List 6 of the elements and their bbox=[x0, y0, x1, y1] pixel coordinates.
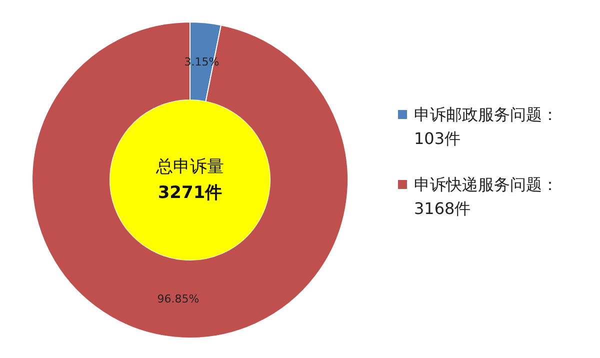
text: 3271件 bbox=[158, 183, 222, 203]
legend-label: 申诉邮政服务问题： 103件 bbox=[414, 105, 558, 148]
legend-label: 申诉快递服务问题： 3168件 bbox=[414, 175, 558, 218]
donut-slice bbox=[32, 22, 348, 338]
text: 总申诉量 bbox=[155, 157, 224, 177]
data-label: 96.85% bbox=[157, 292, 200, 306]
